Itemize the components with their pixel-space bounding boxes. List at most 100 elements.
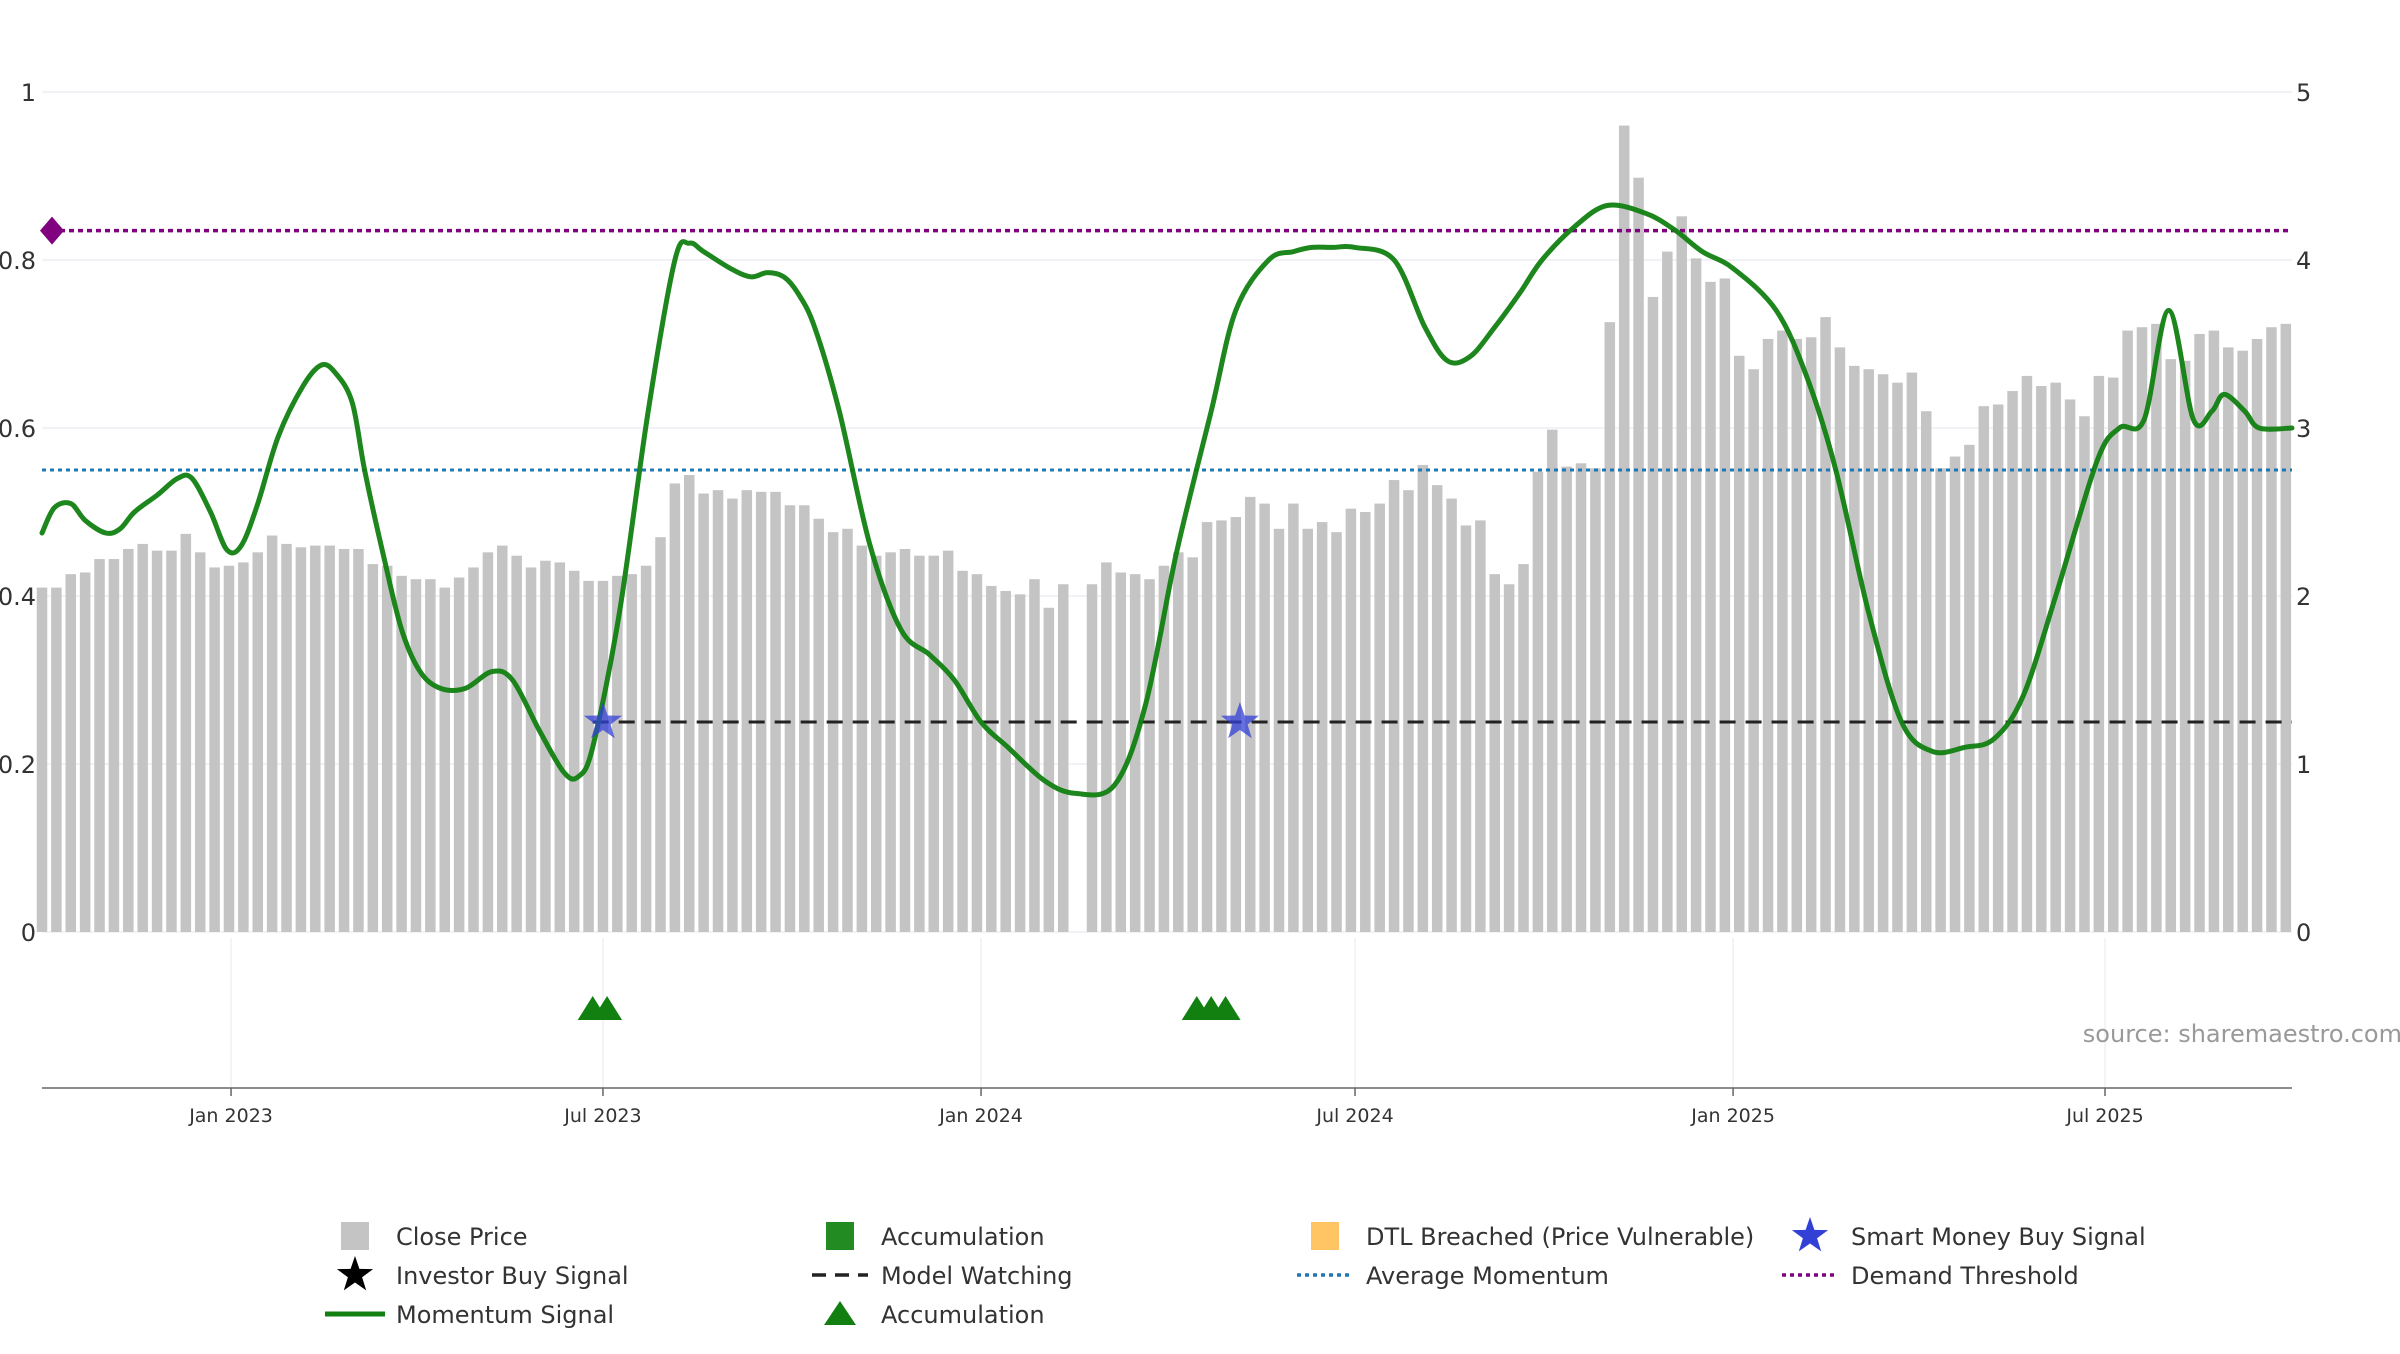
legend-item: DTL Breached (Price Vulnerable): [1311, 1222, 1754, 1251]
legend-item: Model Watching: [812, 1262, 1073, 1290]
close-price-bar: [2050, 382, 2061, 932]
close-price-bar: [123, 548, 134, 932]
close-price-bar: [2122, 330, 2133, 932]
close-price-bar: [1460, 525, 1472, 932]
close-price-bar: [1935, 468, 1946, 932]
close-price-bar: [1647, 296, 1659, 933]
close-price-bar: [2251, 338, 2263, 933]
bars-layer: [36, 125, 2292, 933]
legend-item: Investor Buy Signal: [336, 1256, 629, 1291]
close-price-bar: [410, 579, 422, 932]
close-price-bar: [367, 564, 379, 932]
close-price-bar: [2266, 327, 2277, 932]
close-price-bar: [770, 491, 781, 932]
markers-layer: [577, 702, 1259, 1020]
close-price-bar: [914, 555, 925, 932]
close-price-bar: [310, 545, 321, 932]
close-price-bar: [281, 543, 292, 932]
close-price-bar: [252, 552, 264, 932]
left-axis-tick-label: 0.6: [0, 415, 36, 443]
close-price-bar: [94, 559, 105, 932]
close-price-bar: [554, 562, 566, 932]
close-price-bar: [971, 574, 983, 932]
close-price-bar: [2107, 377, 2119, 933]
close-price-bar: [2280, 323, 2292, 933]
close-price-bar: [1604, 322, 1616, 932]
close-price-bar: [626, 574, 637, 932]
left-axis-tick-label: 0.4: [0, 583, 36, 611]
close-price-bar: [1561, 466, 1572, 932]
legend-label: Smart Money Buy Signal: [1851, 1223, 2146, 1251]
close-price-bar: [2007, 391, 2018, 932]
close-price-bar: [986, 585, 997, 932]
close-price-bar: [957, 570, 968, 932]
close-price-bar: [2021, 375, 2033, 932]
close-price-bar: [425, 579, 436, 932]
legend-label: Average Momentum: [1366, 1262, 1609, 1290]
close-price-bar: [209, 567, 220, 932]
legend-item: Smart Money Buy Signal: [1791, 1217, 2146, 1252]
close-price-bar: [65, 574, 77, 932]
left-axis-tick-label: 1: [21, 79, 36, 107]
legend-triangle-icon: [824, 1301, 856, 1325]
right-axis-tick-label: 5: [2296, 79, 2311, 107]
close-price-bar: [1633, 177, 1644, 932]
close-price-bar: [1187, 557, 1198, 932]
close-price-bar: [180, 533, 192, 932]
close-price-bar: [453, 577, 465, 932]
close-price-bar: [741, 490, 753, 932]
close-price-bar: [684, 475, 695, 932]
close-price-bar: [1762, 338, 1774, 933]
legend-label: Momentum Signal: [396, 1301, 614, 1329]
close-price-bar: [108, 559, 120, 932]
close-price-bar: [2064, 399, 2076, 932]
close-price-bar: [396, 575, 407, 932]
close-price-bar: [712, 490, 724, 932]
close-price-bar: [1259, 503, 1270, 932]
close-price-bar: [1705, 281, 1716, 933]
close-price-bar: [1532, 471, 1544, 932]
close-price-bar: [223, 565, 235, 932]
close-price-bar: [2093, 375, 2105, 932]
close-price-bar: [2208, 330, 2220, 932]
close-price-bar: [338, 548, 350, 932]
close-price-bar: [1273, 528, 1285, 932]
close-price-bar: [194, 552, 206, 932]
close-price-bar: [1791, 338, 1803, 933]
close-price-bar: [1575, 463, 1587, 932]
close-price-bar: [1662, 251, 1673, 933]
close-price-bar: [856, 545, 868, 932]
close-price-bar: [899, 548, 911, 932]
close-price-bar: [1388, 480, 1400, 932]
close-price-bar: [238, 562, 249, 932]
close-price-bar: [1475, 520, 1486, 932]
x-axis-tick-label: Jul 2023: [563, 1105, 641, 1127]
close-price-bar: [612, 575, 623, 932]
source-label: source: sharemaestro.com: [2083, 1020, 2400, 1048]
legend-star-icon: [1791, 1217, 1829, 1252]
close-price-bar: [827, 532, 839, 932]
right-axis-tick-label: 1: [2296, 751, 2311, 779]
close-price-bar: [1964, 444, 1975, 932]
legend-label: Model Watching: [881, 1262, 1073, 1290]
close-price-bar: [1920, 411, 1932, 932]
close-price-bar: [1518, 564, 1529, 932]
smart-money-buy-star: [1220, 702, 1259, 739]
close-price-bar: [942, 550, 954, 932]
legend-item: Accumulation: [824, 1301, 1045, 1329]
close-price-bar: [1849, 365, 1860, 933]
close-price-bar: [2136, 327, 2148, 932]
close-price-bar: [1690, 258, 1702, 932]
legend-label: Close Price: [396, 1223, 528, 1251]
smart-money-buy-star: [583, 702, 622, 739]
close-price-bar: [1216, 520, 1227, 932]
demand-threshold-marker: [40, 216, 64, 245]
close-price-bar: [1892, 382, 1903, 932]
close-price-bar: [36, 587, 48, 932]
close-price-bar: [885, 552, 896, 932]
legend-item: Demand Threshold: [1782, 1262, 2079, 1290]
left-axis-tick-label: 0: [21, 919, 36, 947]
close-price-bar: [2165, 359, 2177, 932]
close-price-bar: [1403, 490, 1414, 932]
